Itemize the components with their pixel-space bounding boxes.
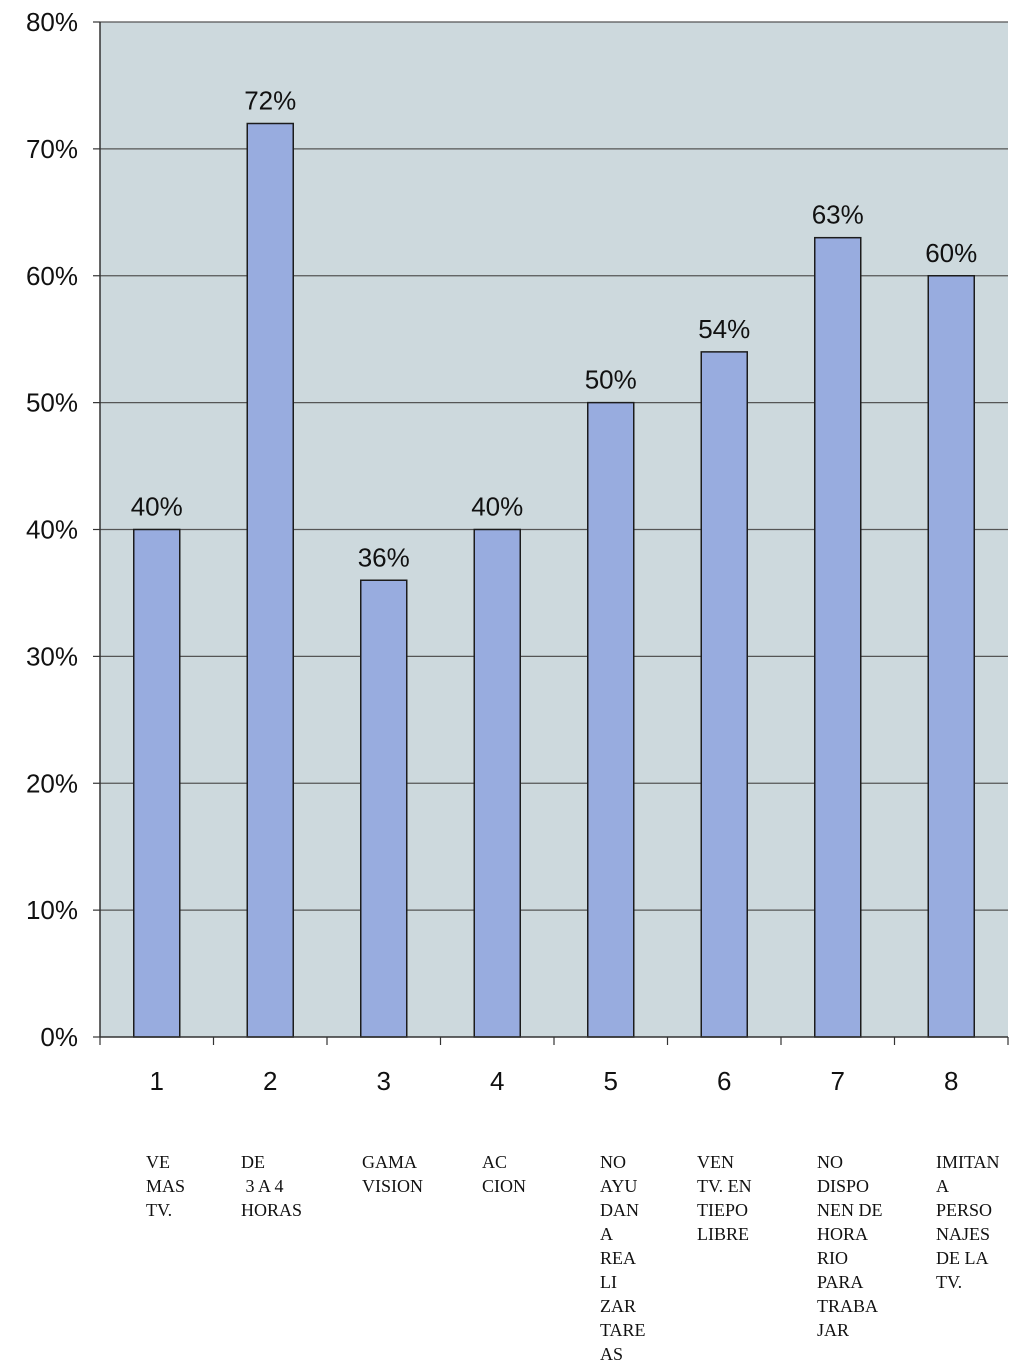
- category-description: DE 3 A 4 HORAS: [241, 1152, 303, 1220]
- y-tick-label: 60%: [26, 261, 78, 291]
- y-tick-label: 50%: [26, 388, 78, 418]
- data-label: 54%: [698, 314, 750, 344]
- y-tick-label: 30%: [26, 641, 78, 671]
- data-label: 50%: [585, 365, 637, 395]
- x-tick-label: 7: [831, 1066, 845, 1096]
- y-tick-label: 20%: [26, 768, 78, 798]
- bar-chart: 40% 72% 36% 40% 50% 54% 63% 60% 0% 10% 20% 30% 40% 5…: [26, 7, 1009, 1096]
- x-tick-label: 4: [490, 1066, 504, 1096]
- category-description: VE MAS TV.: [146, 1152, 186, 1220]
- x-tick-label: 6: [717, 1066, 731, 1096]
- data-labels: 40% 72% 36% 40% 50% 54% 63% 60%: [131, 86, 978, 573]
- data-label: 40%: [471, 492, 523, 522]
- category-description: GAMA VISION: [362, 1152, 423, 1196]
- data-label: 36%: [358, 542, 410, 572]
- bar: [927, 275, 975, 1038]
- x-tick-label: 3: [377, 1066, 391, 1096]
- bar: [700, 351, 748, 1038]
- data-label: 72%: [244, 86, 296, 116]
- data-label: 60%: [925, 238, 977, 268]
- bar: [473, 528, 521, 1038]
- bar: [360, 579, 408, 1038]
- bar: [814, 236, 862, 1038]
- y-tick-label: 0%: [40, 1022, 78, 1052]
- x-tick-label: 2: [263, 1066, 277, 1096]
- y-axis-ticks: 0% 10% 20% 30% 40% 50% 60% 70% 80%: [26, 7, 100, 1052]
- bar: [246, 122, 294, 1038]
- bars: [133, 122, 975, 1038]
- x-tick-label: 1: [150, 1066, 164, 1096]
- x-tick-label: 8: [944, 1066, 958, 1096]
- category-description: VEN TV. EN TIEPO LIBRE: [697, 1152, 752, 1244]
- data-label: 63%: [812, 200, 864, 230]
- category-description: AC CION: [482, 1152, 526, 1196]
- y-tick-label: 80%: [26, 7, 78, 37]
- x-axis-ticks: 1 2 3 4 5 6 7 8: [99, 1037, 1009, 1096]
- category-description: NO DISPO NEN DE HORA RIO PARA TRABA JAR: [817, 1152, 883, 1340]
- x-tick-label: 5: [604, 1066, 618, 1096]
- bar: [133, 528, 181, 1038]
- category-description: IMITAN A PERSO NAJES DE LA TV.: [936, 1152, 1000, 1292]
- y-tick-label: 10%: [26, 895, 78, 925]
- bar: [587, 401, 635, 1038]
- category-description: NO AYU DAN A REA LI ZAR TARE AS: [600, 1152, 646, 1364]
- data-label: 40%: [131, 492, 183, 522]
- y-tick-label: 70%: [26, 134, 78, 164]
- y-tick-label: 40%: [26, 515, 78, 545]
